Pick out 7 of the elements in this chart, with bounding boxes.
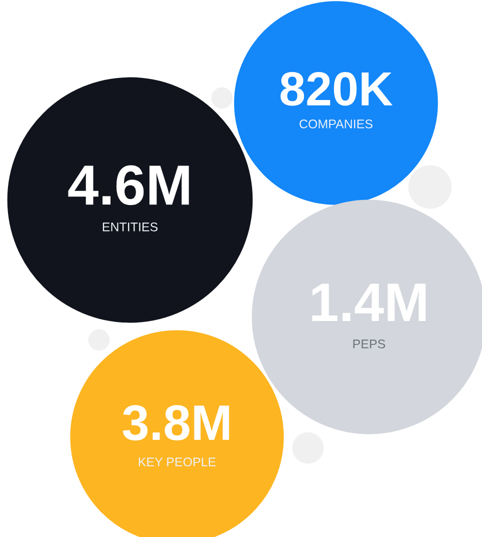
category-label: KEY PEOPLE [138, 458, 216, 466]
category-label: ENTITIES [102, 222, 158, 232]
data-label: 820K [280, 72, 393, 106]
data-label: 4.6M [68, 165, 189, 206]
data-label: 3.8M [122, 405, 230, 440]
category-label: PEPS [353, 340, 386, 348]
category-label: COMPANIES [300, 120, 372, 128]
